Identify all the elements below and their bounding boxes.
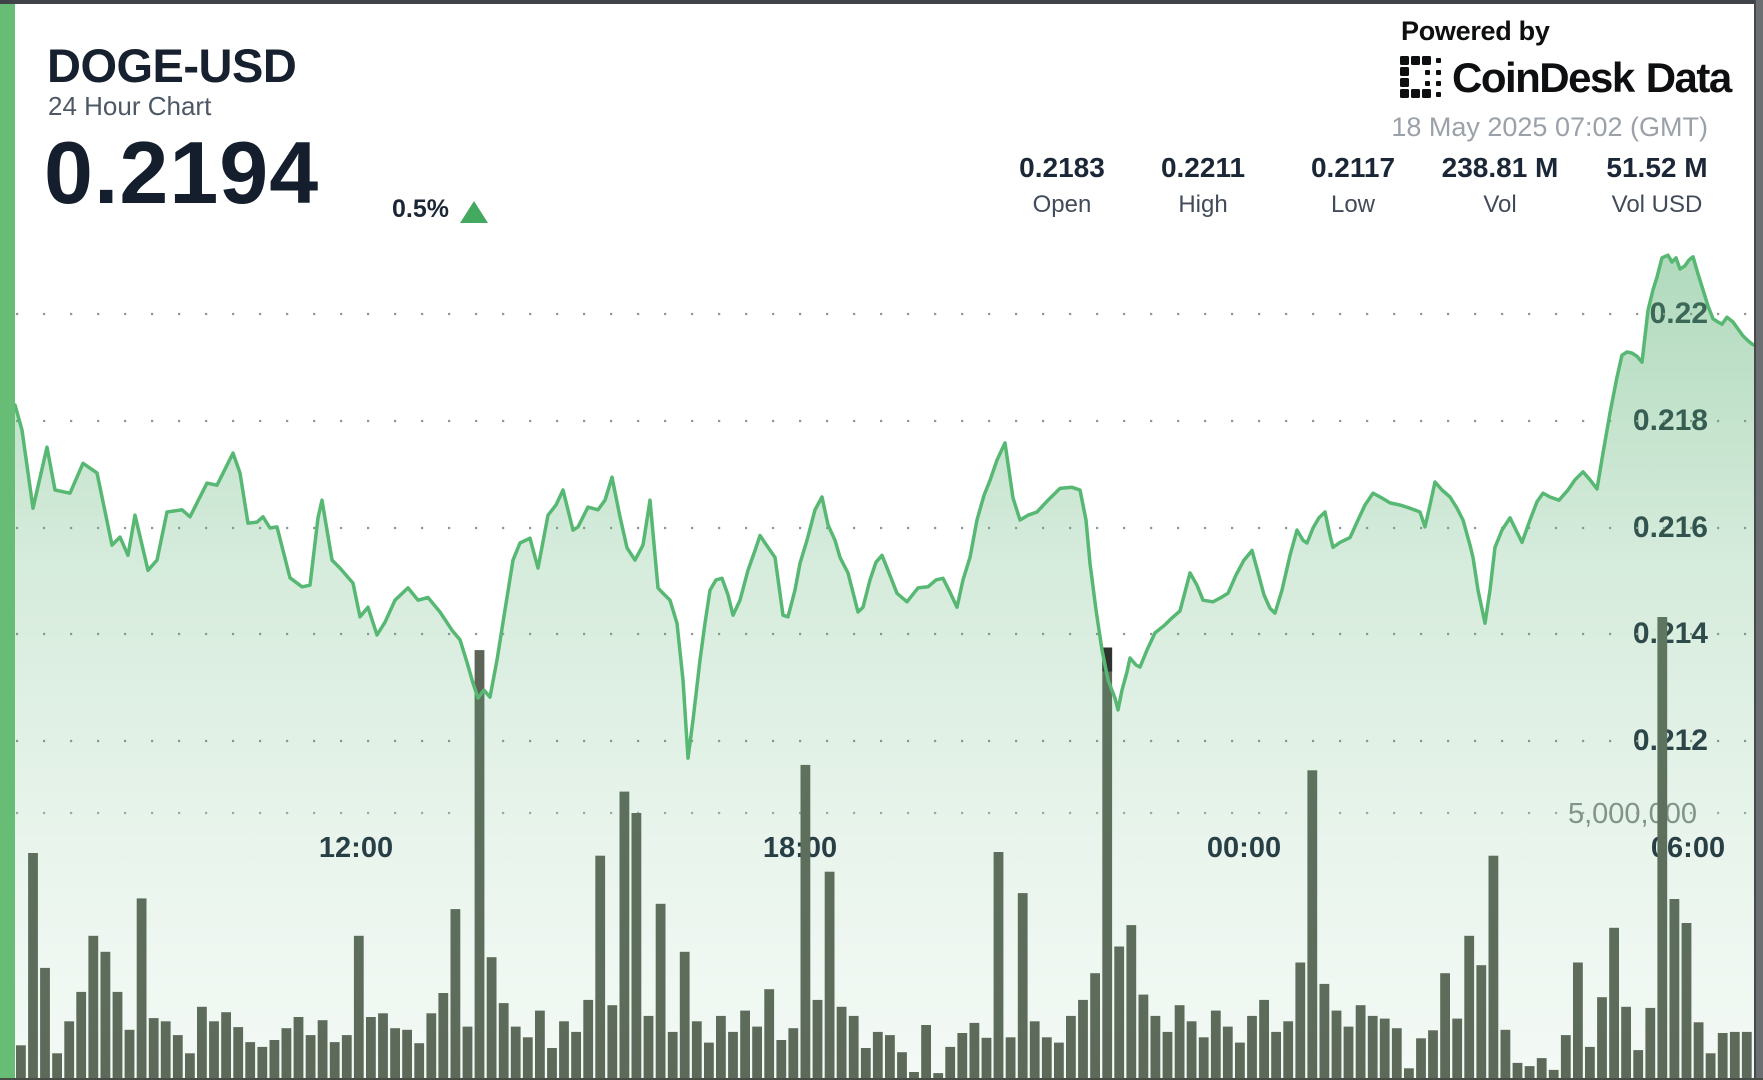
stat-volume-value: 238.81 M xyxy=(1441,152,1559,183)
price-area-fill xyxy=(15,255,1756,1080)
stat-low-value: 0.2117 xyxy=(1310,152,1396,183)
window-top-border xyxy=(0,0,1763,4)
price-line xyxy=(13,253,1758,760)
stat-open-label: Open xyxy=(1032,191,1092,218)
change-percent: 0.5% xyxy=(392,195,449,223)
stat-low-label: Low xyxy=(1330,191,1376,218)
window-bottom-border xyxy=(0,1078,1763,1080)
powered-by-text: Powered by xyxy=(1401,16,1550,46)
stat-volume-usd-value: 51.52 M xyxy=(1606,152,1708,183)
instrument-symbol: DOGE-USD xyxy=(47,39,297,92)
stat-high-value: 0.2211 xyxy=(1160,152,1246,183)
stat-volume-label: Vol xyxy=(1483,191,1517,218)
chart-range-subtitle: 24 Hour Chart xyxy=(48,91,212,121)
stat-low: 0.2117 Low xyxy=(1311,152,1395,219)
brand-name-primary: CoinDesk xyxy=(1452,53,1635,101)
coindesk-data-logo[interactable]: CoinDesk Data xyxy=(1400,53,1733,101)
stat-volume-usd: 51.52 M Vol USD xyxy=(1606,152,1707,219)
accent-left-strip xyxy=(0,4,15,1080)
stat-open: 0.2183 Open xyxy=(1019,152,1105,219)
scrollbar-right-strip[interactable] xyxy=(1754,0,1763,1080)
stat-volume-usd-label: Vol USD xyxy=(1611,191,1703,218)
volume-bar-cap xyxy=(1102,647,1113,672)
stat-high-label: High xyxy=(1178,191,1228,218)
chart-timestamp: 18 May 2025 07:02 (GMT) xyxy=(1391,112,1708,142)
coindesk-logo-icon xyxy=(1400,55,1441,98)
brand-name-secondary: Data xyxy=(1645,53,1733,101)
stat-volume: 238.81 M Vol xyxy=(1442,152,1559,219)
up-arrow-icon xyxy=(460,201,488,223)
stat-high: 0.2211 High xyxy=(1161,152,1245,219)
last-price: 0.2194 xyxy=(44,123,320,222)
stat-open-value: 0.2183 xyxy=(1019,152,1105,183)
